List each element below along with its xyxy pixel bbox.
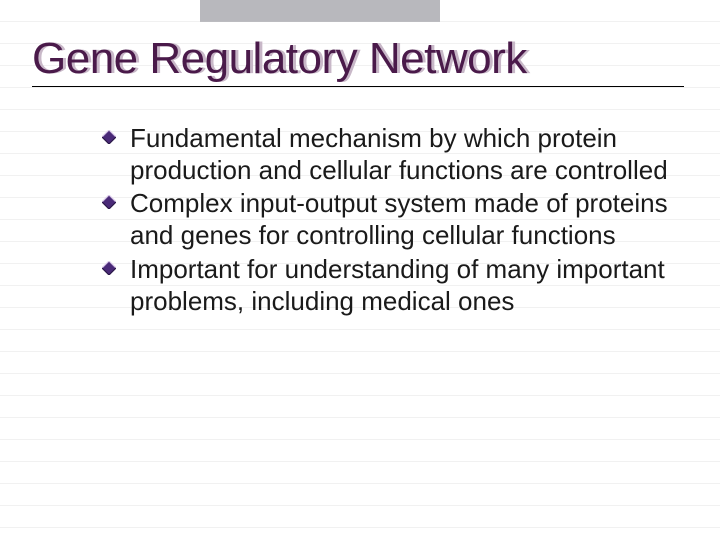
list-item: Complex input-output system made of prot… — [102, 188, 688, 251]
list-item: Important for understanding of many impo… — [102, 254, 688, 317]
diamond-bullet-icon — [102, 130, 116, 144]
bullet-text: Fundamental mechanism by which protein p… — [130, 123, 668, 185]
title-underline — [32, 86, 684, 87]
bullet-list: Fundamental mechanism by which protein p… — [32, 123, 688, 317]
slide-title: Gene Regulatory Network — [32, 34, 688, 84]
bullet-text: Complex input-output system made of prot… — [130, 188, 668, 250]
diamond-bullet-icon — [102, 195, 116, 209]
diamond-bullet-icon — [102, 261, 116, 275]
list-item: Fundamental mechanism by which protein p… — [102, 123, 688, 186]
bullet-text: Important for understanding of many impo… — [130, 254, 665, 316]
slide: Gene Regulatory Network Gene Regulatory … — [0, 0, 720, 540]
